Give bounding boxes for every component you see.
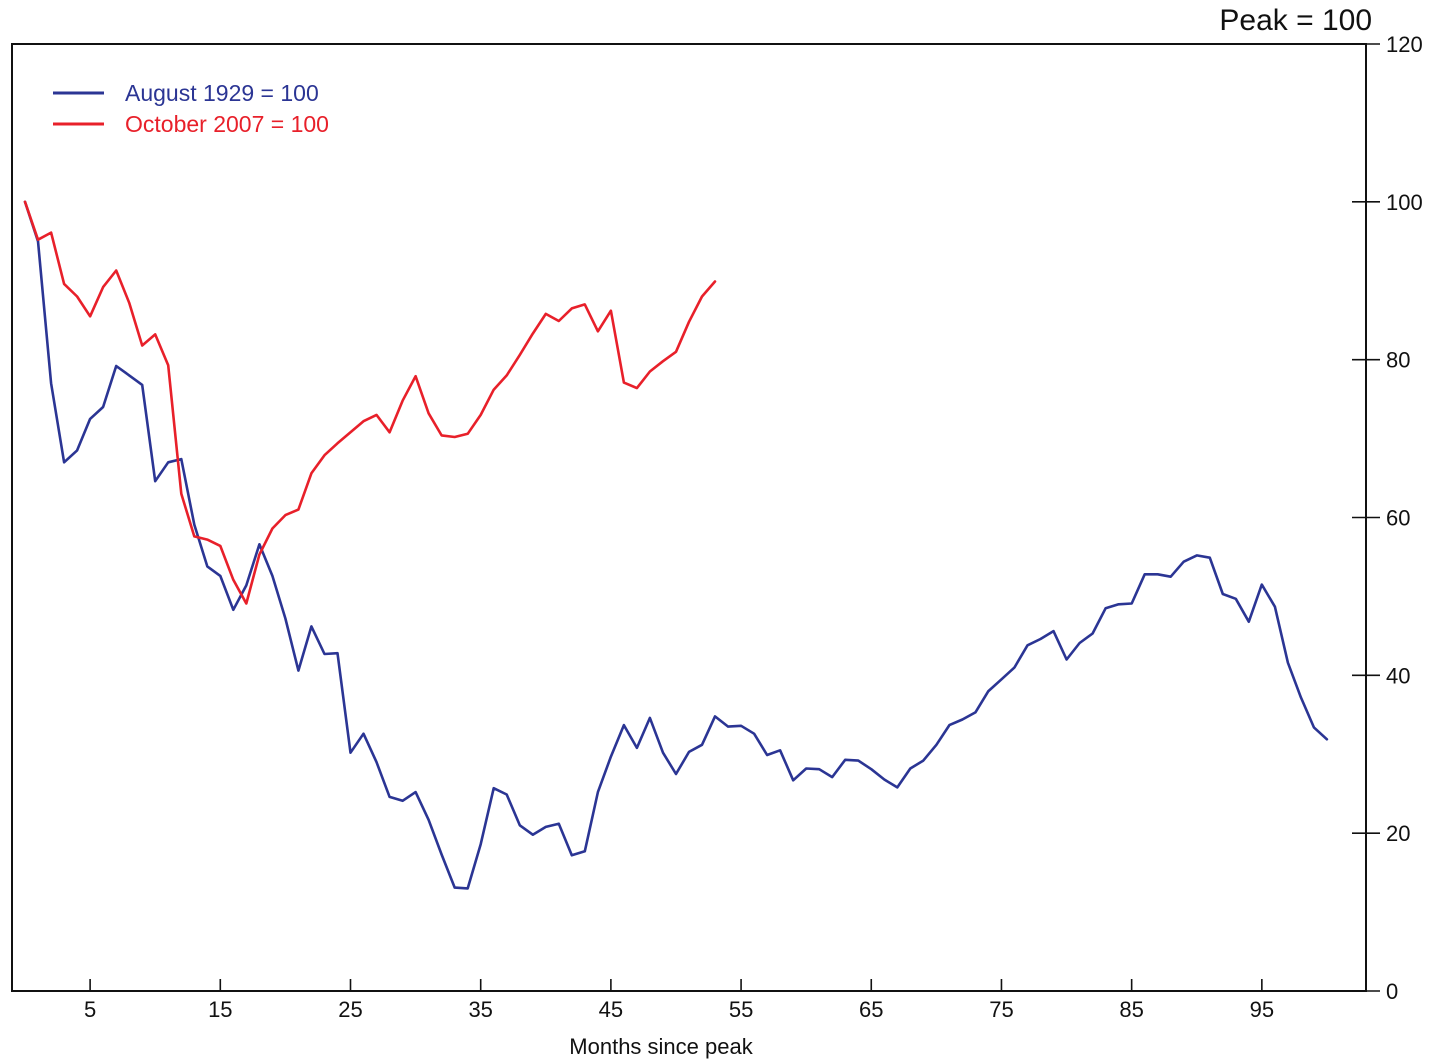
y-tick-label: 60 bbox=[1386, 506, 1410, 531]
x-tick-label: 55 bbox=[729, 997, 753, 1022]
x-tick-label: 5 bbox=[84, 997, 96, 1022]
x-tick-label: 95 bbox=[1250, 997, 1274, 1022]
legend-label: August 1929 = 100 bbox=[125, 80, 319, 106]
y-tick-label: 80 bbox=[1386, 348, 1410, 373]
x-tick-label: 15 bbox=[208, 997, 232, 1022]
x-tick-label: 65 bbox=[859, 997, 883, 1022]
y-axis: 0 20 40 60 80 100 120 bbox=[1352, 32, 1423, 1004]
x-tick-label: 75 bbox=[989, 997, 1013, 1022]
x-axis: 5 15 25 35 45 55 65 75 85 95 bbox=[84, 979, 1274, 1022]
x-tick-label: 45 bbox=[599, 997, 623, 1022]
x-tick-label: 25 bbox=[338, 997, 362, 1022]
legend: August 1929 = 100 October 2007 = 100 bbox=[53, 80, 329, 137]
y-tick-label: 100 bbox=[1386, 190, 1423, 215]
series-line-2007 bbox=[23, 200, 717, 605]
y-tick-label: 0 bbox=[1386, 979, 1398, 1004]
x-axis-title: Months since peak bbox=[569, 1034, 753, 1059]
unit-label: Peak = 100 bbox=[1219, 4, 1372, 37]
y-tick-label: 120 bbox=[1386, 32, 1423, 57]
legend-label: October 2007 = 100 bbox=[125, 111, 329, 137]
y-tick-label: 40 bbox=[1386, 663, 1410, 688]
x-tick-label: 35 bbox=[468, 997, 492, 1022]
y-tick-label: 20 bbox=[1386, 821, 1410, 846]
plot-frame bbox=[11, 43, 1367, 992]
series-layer bbox=[23, 200, 1329, 890]
x-tick-label: 85 bbox=[1119, 997, 1143, 1022]
